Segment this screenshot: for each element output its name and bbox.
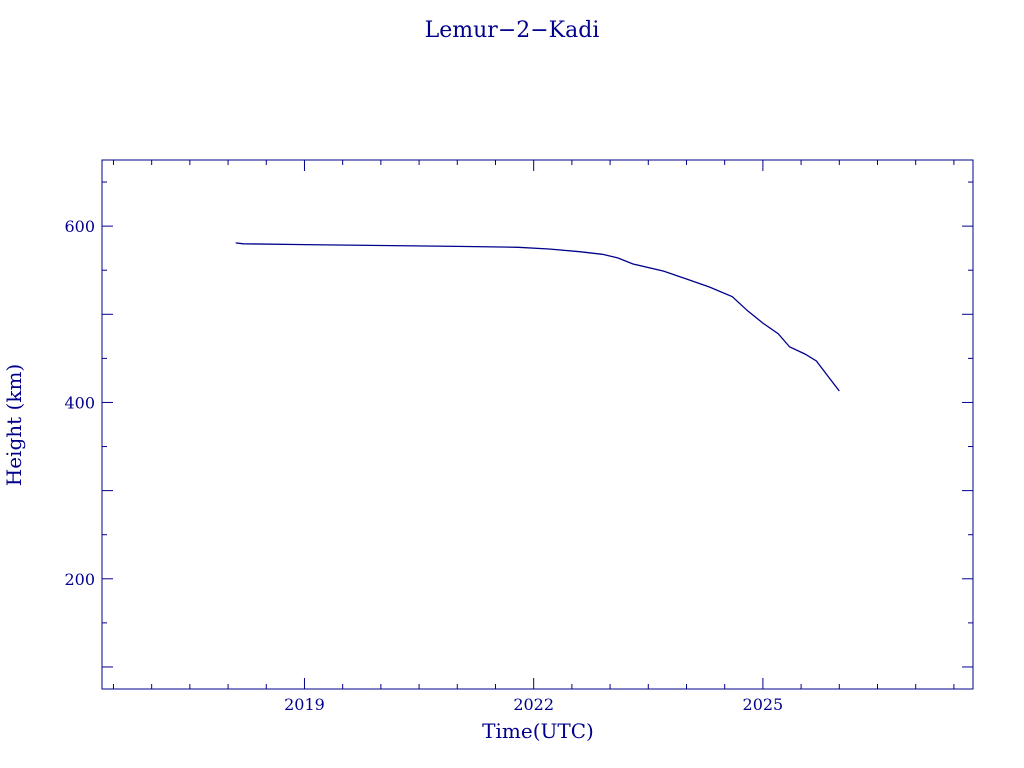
ticks <box>102 160 973 689</box>
chart-title: Lemur−2−Kadi <box>425 18 600 43</box>
height-series-line <box>235 242 840 392</box>
x-tick-label: 2025 <box>743 695 784 714</box>
plot-frame <box>101 159 974 690</box>
series-group <box>235 242 840 392</box>
tick-labels: 2019 2022 2025 200 400 600 <box>64 217 783 714</box>
y-tick-label: 200 <box>64 570 95 589</box>
x-tick-label: 2022 <box>513 695 554 714</box>
x-axis-label: Time(UTC) <box>482 719 594 743</box>
y-axis-label: Height (km) <box>2 364 26 486</box>
y-tick-label: 400 <box>64 393 95 412</box>
x-tick-label: 2019 <box>284 695 325 714</box>
y-tick-label: 600 <box>64 217 95 236</box>
